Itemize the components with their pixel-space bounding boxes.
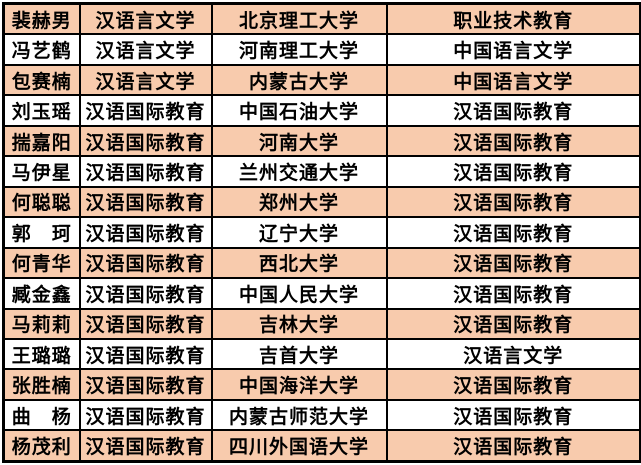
admitted-program-cell[interactable]: 汉语国际教育 — [385, 246, 641, 280]
student-name-cell[interactable]: 包赛楠 — [2, 63, 81, 97]
student-name-cell[interactable]: 王璐璐 — [2, 338, 81, 371]
table-row: 马莉莉 汉语国际教育 吉林大学 汉语国际教育 — [2, 307, 641, 341]
major-cell[interactable]: 汉语国际教育 — [78, 277, 213, 310]
student-name-cell[interactable]: 张胜楠 — [2, 368, 81, 401]
table-row: 何青华 汉语国际教育 西北大学 汉语国际教育 — [2, 246, 641, 280]
student-name-cell[interactable]: 何青华 — [2, 246, 81, 280]
admitted-program-cell[interactable]: 汉语言文学 — [385, 338, 641, 371]
table-row: 郭 珂汉语国际教育 辽宁大学 汉语国际教育 — [2, 216, 641, 249]
student-name-cell[interactable]: 裴赫男 — [2, 2, 81, 36]
major-cell[interactable]: 汉语国际教育 — [78, 124, 213, 158]
major-cell[interactable]: 汉语国际教育 — [78, 338, 213, 371]
student-name-cell[interactable]: 马莉莉 — [2, 307, 81, 341]
admitted-program-cell[interactable]: 汉语国际教育 — [385, 368, 641, 401]
university-cell[interactable]: 西北大学 — [210, 246, 388, 280]
student-name-cell[interactable]: 刘玉瑶 — [2, 94, 81, 127]
major-cell[interactable]: 汉语国际教育 — [78, 307, 213, 341]
student-name-cell[interactable]: 杨茂利 — [2, 429, 81, 463]
university-cell[interactable]: 北京理工大学 — [210, 2, 388, 36]
table-row: 马伊星 汉语国际教育 兰州交通大学 汉语国际教育 — [2, 155, 641, 188]
major-cell[interactable]: 汉语言文学 — [78, 33, 213, 66]
admitted-program-cell[interactable]: 汉语国际教育 — [385, 307, 641, 341]
admitted-program-cell[interactable]: 汉语国际教育 — [385, 429, 641, 463]
table-row: 王璐璐 汉语国际教育 吉首大学 汉语言文学 — [2, 338, 641, 371]
student-name-cell[interactable]: 曲 杨 — [2, 398, 81, 432]
table-row: 刘玉瑶 汉语国际教育 中国石油大学 汉语国际教育 — [2, 94, 641, 127]
table-row: 冯艺鹤 汉语言文学 河南理工大学 中国语言文学 — [2, 33, 641, 66]
university-cell[interactable]: 中国人民大学 — [210, 277, 388, 310]
admitted-program-cell[interactable]: 汉语国际教育 — [385, 94, 641, 127]
major-cell[interactable]: 汉语言文学 — [78, 63, 213, 97]
major-cell[interactable]: 汉语国际教育 — [78, 216, 213, 249]
student-name-cell[interactable]: 冯艺鹤 — [2, 33, 81, 66]
university-cell[interactable]: 辽宁大学 — [210, 216, 388, 249]
major-cell[interactable]: 汉语国际教育 — [78, 398, 213, 432]
admitted-program-cell[interactable]: 中国语言文学 — [385, 63, 641, 97]
major-cell[interactable]: 汉语国际教育 — [78, 94, 213, 127]
major-cell[interactable]: 汉语国际教育 — [78, 155, 213, 188]
student-name-cell[interactable]: 马伊星 — [2, 155, 81, 188]
admitted-program-cell[interactable]: 汉语国际教育 — [385, 155, 641, 188]
table-row: 曲 杨汉语国际教育 内蒙古师范大学 汉语国际教育 — [2, 398, 641, 432]
major-cell[interactable]: 汉语国际教育 — [78, 246, 213, 280]
student-name-cell[interactable]: 臧金鑫 — [2, 277, 81, 310]
university-cell[interactable]: 内蒙古师范大学 — [210, 398, 388, 432]
admitted-program-cell[interactable]: 汉语国际教育 — [385, 216, 641, 249]
table-row: 张胜楠 汉语国际教育 中国海洋大学 汉语国际教育 — [2, 368, 641, 401]
table-row: 何聪聪 汉语国际教育 郑州大学 汉语国际教育 — [2, 185, 641, 219]
table-row: 揣嘉阳 汉语国际教育 河南大学 汉语国际教育 — [2, 124, 641, 158]
major-cell[interactable]: 汉语国际教育 — [78, 368, 213, 401]
admitted-program-cell[interactable]: 汉语国际教育 — [385, 398, 641, 432]
university-cell[interactable]: 河南大学 — [210, 124, 388, 158]
admitted-program-cell[interactable]: 汉语国际教育 — [385, 277, 641, 310]
university-cell[interactable]: 中国海洋大学 — [210, 368, 388, 401]
student-name-cell[interactable]: 何聪聪 — [2, 185, 81, 219]
university-cell[interactable]: 吉林大学 — [210, 307, 388, 341]
major-cell[interactable]: 汉语国际教育 — [78, 185, 213, 219]
university-cell[interactable]: 内蒙古大学 — [210, 63, 388, 97]
student-name-cell[interactable]: 揣嘉阳 — [2, 124, 81, 158]
table-row: 臧金鑫 汉语国际教育 中国人民大学 汉语国际教育 — [2, 277, 641, 310]
admitted-program-cell[interactable]: 中国语言文学 — [385, 33, 641, 66]
university-cell[interactable]: 兰州交通大学 — [210, 155, 388, 188]
table-row: 裴赫男 汉语言文学 北京理工大学 职业技术教育 — [2, 2, 641, 36]
admitted-program-cell[interactable]: 汉语国际教育 — [385, 185, 641, 219]
university-cell[interactable]: 郑州大学 — [210, 185, 388, 219]
admitted-program-cell[interactable]: 职业技术教育 — [385, 2, 641, 36]
table-row: 杨茂利 汉语国际教育 四川外国语大学 汉语国际教育 — [2, 429, 641, 463]
major-cell[interactable]: 汉语言文学 — [78, 2, 213, 36]
admitted-program-cell[interactable]: 汉语国际教育 — [385, 124, 641, 158]
university-cell[interactable]: 四川外国语大学 — [210, 429, 388, 463]
student-name-cell[interactable]: 郭 珂 — [2, 216, 81, 249]
university-cell[interactable]: 吉首大学 — [210, 338, 388, 371]
major-cell[interactable]: 汉语国际教育 — [78, 429, 213, 463]
university-cell[interactable]: 中国石油大学 — [210, 94, 388, 127]
table-row: 包赛楠 汉语言文学 内蒙古大学 中国语言文学 — [2, 63, 641, 97]
university-cell[interactable]: 河南理工大学 — [210, 33, 388, 66]
